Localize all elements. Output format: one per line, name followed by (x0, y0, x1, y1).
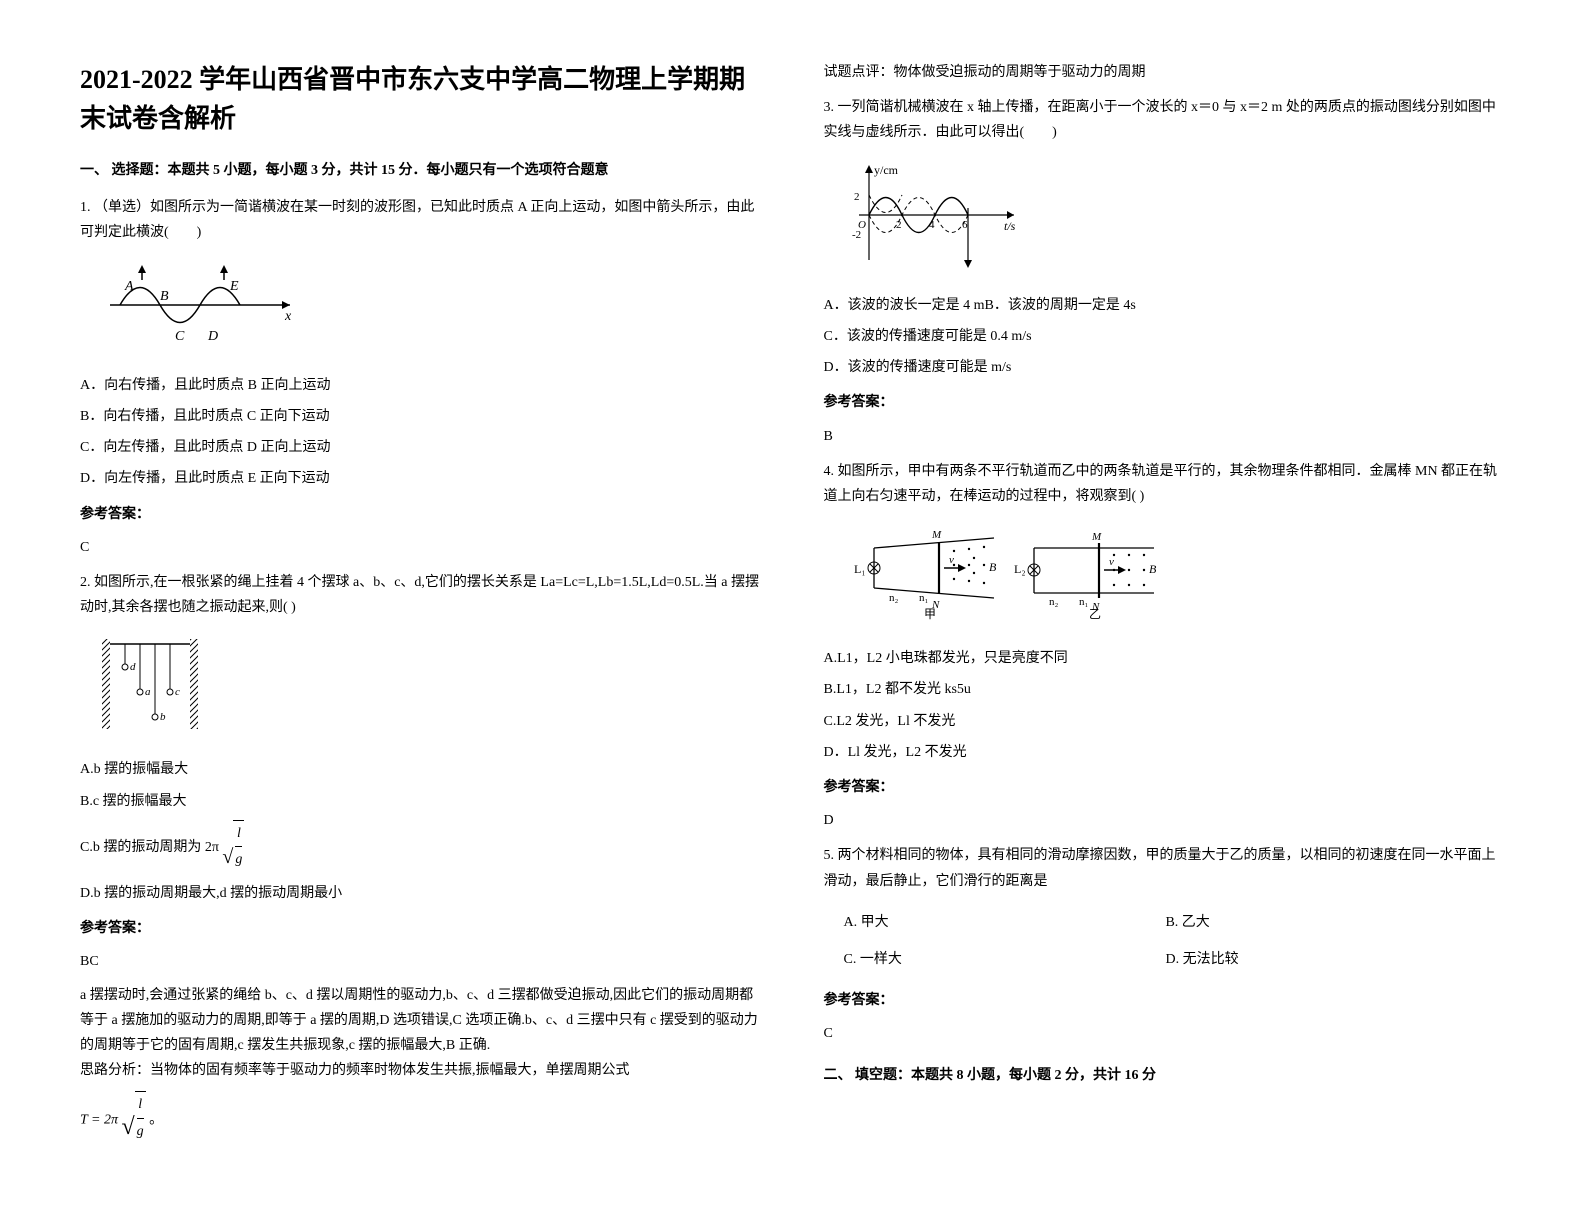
q2-explanation: a 摆摆动时,会通过张紧的绳给 b、c、d 摆以周期性的驱动力,b、c、d 三摆… (80, 983, 764, 1059)
q4-option-a: A.L1，L2 小电珠都发光，只是亮度不同 (824, 646, 1508, 671)
svg-text:n₁: n₁ (919, 592, 929, 604)
svg-text:E: E (229, 279, 239, 294)
q3-option-a: A．该波的波长一定是 4 mB．该波的周期一定是 4s (824, 293, 1508, 318)
q1-option-a: A．向右传播，且此时质点 B 正向上运动 (80, 373, 764, 398)
svg-text:O: O (858, 219, 866, 231)
q3-option-c: C．该波的传播速度可能是 0.4 m/s (824, 324, 1508, 349)
svg-text:M: M (931, 529, 942, 541)
svg-text:B: B (989, 560, 997, 574)
svg-text:a: a (145, 686, 151, 698)
q2-explanation-2: 思路分析：当物体的固有频率等于驱动力的频率时物体发生共振,振幅最大，单摆周期公式 (80, 1058, 764, 1083)
q5-answer: C (824, 1021, 1508, 1046)
svg-text:y/cm: y/cm (874, 163, 899, 177)
q1-stem: 1. （单选）如图所示为一简谐横波在某一时刻的波形图，已知此时质点 A 正向上运… (80, 195, 764, 245)
q2-option-c: C.b 摆的振动周期为 2π √lg (80, 820, 764, 875)
svg-text:甲: 甲 (924, 607, 936, 621)
formula-T: T = 2π (80, 1113, 118, 1128)
svg-text:n₁: n₁ (1079, 596, 1089, 608)
svg-text:v: v (949, 554, 954, 566)
q1-option-b: B．向右传播，且此时质点 C 正向下运动 (80, 404, 764, 429)
q2-option-d: D.b 摆的振动周期最大,d 摆的振动周期最小 (80, 881, 764, 906)
q4-option-c: C.L2 发光，Ll 不发光 (824, 709, 1508, 734)
svg-text:d: d (130, 661, 136, 673)
q4-option-b: B.L1，L2 都不发光 ks5u (824, 677, 1508, 702)
svg-text:x: x (284, 309, 292, 324)
q3-figure: y/cm t/s 2 -2 O 2 4 6 (844, 160, 1508, 279)
svg-text:n₂: n₂ (1049, 596, 1059, 608)
svg-text:2: 2 (854, 191, 860, 203)
q2-option-c-text: C.b 摆的振动周期为 2π (80, 840, 219, 855)
q3-option-d: D．该波的传播速度可能是 m/s (824, 355, 1508, 380)
q5-option-d: D. 无法比较 (1165, 947, 1483, 972)
page-title: 2021-2022 学年山西省晋中市东六支中学高二物理上学期期末试卷含解析 (80, 60, 764, 138)
q3-answer-label: 参考答案： (824, 390, 1508, 415)
svg-text:v: v (1109, 556, 1114, 568)
q4-answer-label: 参考答案： (824, 775, 1508, 800)
svg-text:M: M (1091, 531, 1102, 543)
q1-option-c: C．向左传播，且此时质点 D 正向上运动 (80, 435, 764, 460)
q4-figure: L₁ M N n₂ n₁ 甲 B v (844, 523, 1508, 632)
q2-stem: 2. 如图所示,在一根张紧的绳上挂着 4 个摆球 a、b、c、d,它们的摆长关系… (80, 570, 764, 620)
q5-option-c: C. 一样大 (844, 947, 1162, 972)
q2-answer-label: 参考答案： (80, 916, 764, 941)
section1-heading: 一、 选择题：本题共 5 小题，每小题 3 分，共计 15 分．每小题只有一个选… (80, 158, 764, 183)
q1-answer: C (80, 535, 764, 560)
q4-stem: 4. 如图所示，甲中有两条不平行轨道而乙中的两条轨道是平行的，其余物理条件都相同… (824, 459, 1508, 509)
sqrt-lg-icon-2: √lg (122, 1091, 146, 1149)
q2-period-formula: T = 2π √lg 。 (80, 1091, 764, 1149)
svg-text:L₁: L₁ (854, 562, 866, 576)
formula-period-post: 。 (149, 1113, 163, 1128)
svg-text:C: C (175, 329, 185, 344)
svg-text:A: A (124, 279, 134, 294)
q5-stem: 5. 两个材料相同的物体，具有相同的滑动摩擦因数，甲的质量大于乙的质量，以相同的… (824, 843, 1508, 893)
q3-answer: B (824, 424, 1508, 449)
q4-option-d: D．Ll 发光，L2 不发光 (824, 740, 1508, 765)
q1-answer-label: 参考答案： (80, 502, 764, 527)
q2-answer: BC (80, 949, 764, 974)
svg-text:c: c (175, 686, 180, 698)
q4-answer: D (824, 808, 1508, 833)
svg-text:6: 6 (962, 219, 968, 231)
svg-text:B: B (160, 289, 169, 304)
svg-text:B: B (1149, 562, 1157, 576)
q1-figure: x A B C D E (100, 260, 764, 359)
q5-option-a: A. 甲大 (844, 910, 1162, 935)
svg-text:t/s: t/s (1004, 219, 1016, 233)
svg-text:L₂: L₂ (1014, 562, 1026, 576)
q2-figure: d a b c (100, 634, 764, 743)
section2-heading: 二、 填空题：本题共 8 小题，每小题 2 分，共计 16 分 (824, 1063, 1508, 1088)
svg-text:n₂: n₂ (889, 592, 899, 604)
q1-option-d: D．向左传播，且此时质点 E 正向下运动 (80, 466, 764, 491)
q2-option-a: A.b 摆的振幅最大 (80, 757, 764, 782)
svg-text:b: b (160, 711, 166, 723)
col2-comment: 试题点评：物体做受迫振动的周期等于驱动力的周期 (824, 60, 1508, 85)
q3-stem: 3. 一列简谐机械横波在 x 轴上传播，在距离小于一个波长的 x＝0 与 x＝2… (824, 95, 1508, 145)
q5-option-b: B. 乙大 (1165, 910, 1483, 935)
svg-text:乙: 乙 (1089, 607, 1101, 621)
q2-option-b: B.c 摆的振幅最大 (80, 789, 764, 814)
svg-text:D: D (207, 329, 218, 344)
sqrt-lg-icon: √lg (222, 820, 244, 875)
q5-answer-label: 参考答案： (824, 988, 1508, 1013)
